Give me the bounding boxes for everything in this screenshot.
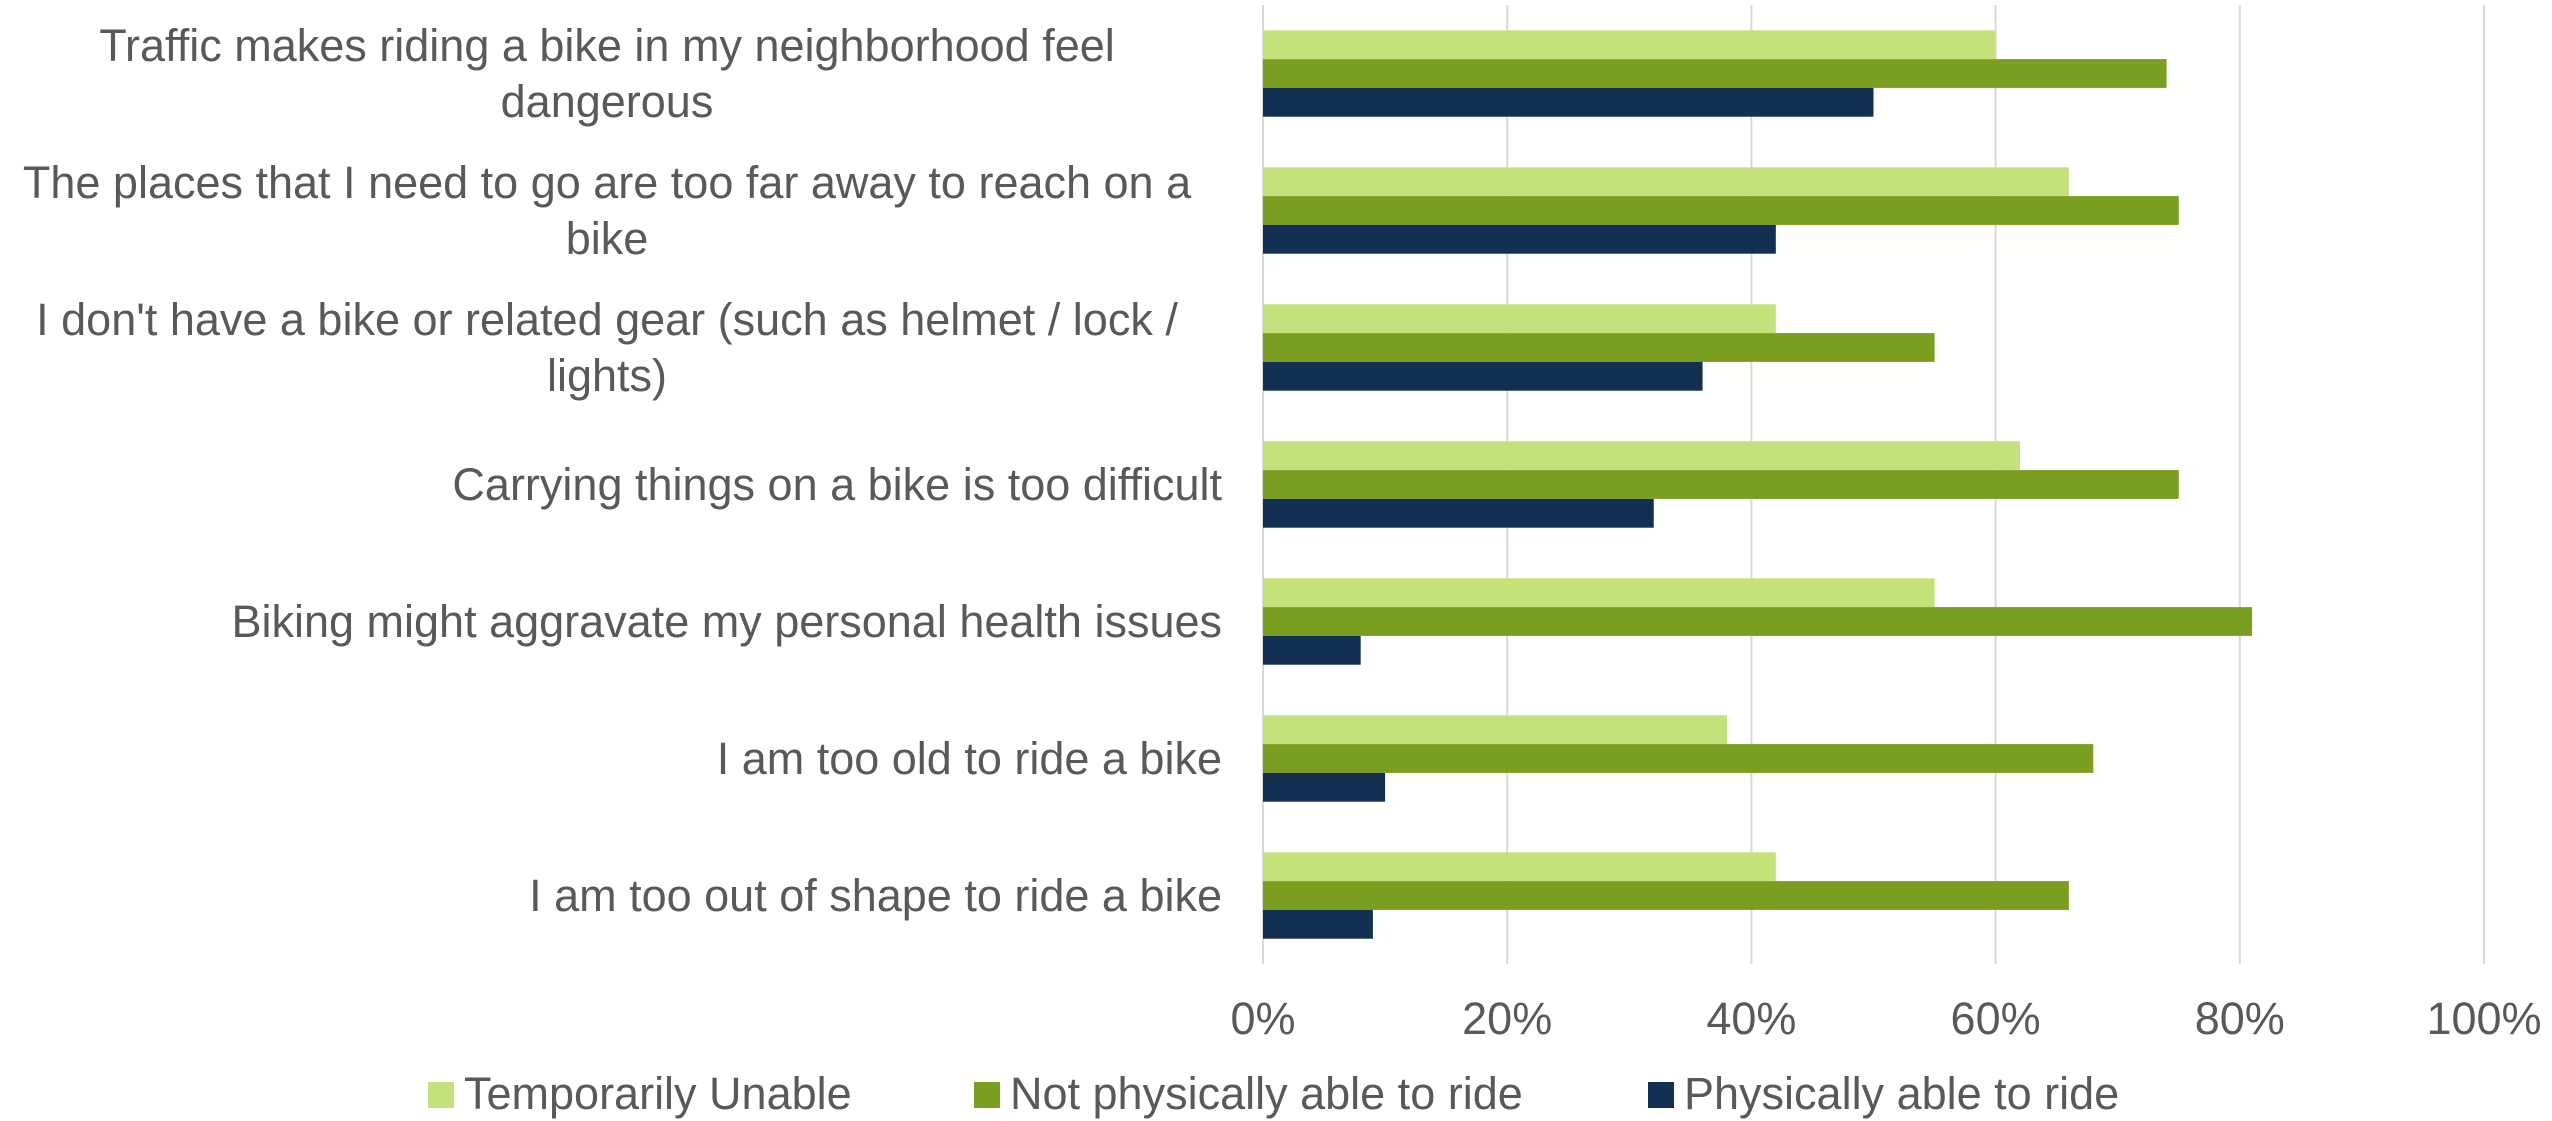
legend-label: Physically able to ride: [1684, 1068, 2119, 1119]
y-tick-label: I am too out of shape to ride a bike: [529, 869, 1222, 921]
bar: [1263, 361, 1703, 391]
bar: [1263, 441, 2021, 471]
bar: [1263, 744, 2094, 773]
y-tick-label: Biking might aggravate my personal healt…: [231, 595, 1222, 647]
category-label-box: Biking might aggravate my personal healt…: [0, 562, 1222, 682]
bar: [1263, 167, 2069, 197]
category-label-box: I am too old to ride a bike: [0, 699, 1222, 819]
bar: [1263, 635, 1361, 665]
legend-swatch: [1648, 1082, 1674, 1108]
bar: [1263, 852, 1776, 882]
bar: [1263, 909, 1373, 939]
x-tick-label: 0%: [1230, 993, 1295, 1044]
bar: [1263, 498, 1654, 528]
bar: [1263, 30, 1996, 60]
category-label-box: I don't have a bike or related gear (suc…: [0, 288, 1222, 408]
bar: [1263, 304, 1776, 334]
bar: [1263, 715, 1727, 745]
bar: [1263, 87, 1874, 117]
y-tick-label: I am too old to ride a bike: [716, 732, 1222, 784]
y-tick-label: I don't have a bike or related gear (suc…: [36, 293, 1178, 401]
y-tick-label: Traffic makes riding a bike in my neighb…: [99, 19, 1115, 127]
legend-swatch: [974, 1082, 1000, 1108]
legend-label: Temporarily Unable: [464, 1068, 852, 1119]
y-tick-label: Carrying things on a bike is too difficu…: [452, 458, 1222, 510]
x-tick-label: 80%: [2195, 993, 2285, 1044]
category-label-box: I am too out of shape to ride a bike: [0, 836, 1222, 956]
bar: [1263, 470, 2179, 499]
category-label-box: The places that I need to go are too far…: [0, 151, 1222, 271]
category-label-box: Carrying things on a bike is too difficu…: [0, 425, 1222, 545]
bar: [1263, 196, 2179, 225]
bar: [1263, 881, 2069, 910]
legend-label: Not physically able to ride: [1010, 1068, 1523, 1119]
bar: [1263, 59, 2167, 88]
x-tick-label: 20%: [1462, 993, 1552, 1044]
bar: [1263, 772, 1386, 802]
bar: [1263, 578, 1935, 608]
x-tick-label: 40%: [1706, 993, 1796, 1044]
bar: [1263, 607, 2253, 636]
x-tick-label: 100%: [2426, 993, 2541, 1044]
x-tick-label: 60%: [1951, 993, 2041, 1044]
category-label-box: Traffic makes riding a bike in my neighb…: [0, 14, 1222, 134]
y-tick-label: The places that I need to go are too far…: [22, 156, 1192, 264]
bar: [1263, 333, 1935, 362]
legend-swatch: [428, 1082, 454, 1108]
bar: [1263, 224, 1776, 254]
